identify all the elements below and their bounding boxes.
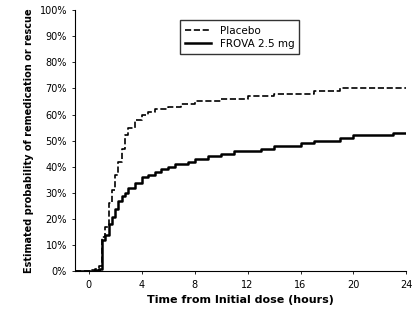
Placebo [351,86,356,90]
Placebo [404,86,409,90]
FROVA 2.5 mg [106,222,111,226]
FROVA 2.5 mg [90,269,95,273]
FROVA 2.5 mg [258,147,263,151]
FROVA 2.5 mg [159,167,164,171]
Placebo [153,107,158,111]
Placebo [122,133,127,137]
Y-axis label: Estimated probability of remedication or rescue: Estimated probability of remedication or… [24,8,34,273]
Line: FROVA 2.5 mg: FROVA 2.5 mg [75,133,406,271]
FROVA 2.5 mg [119,194,124,198]
FROVA 2.5 mg [391,131,396,135]
Placebo [109,188,114,192]
FROVA 2.5 mg [86,269,91,273]
FROVA 2.5 mg [285,144,290,148]
FROVA 2.5 mg [113,207,118,211]
FROVA 2.5 mg [153,170,158,174]
Placebo [179,102,184,106]
Placebo [378,86,383,90]
FROVA 2.5 mg [73,269,78,273]
Placebo [364,86,369,90]
Placebo [159,107,164,111]
Line: Placebo: Placebo [75,88,406,271]
FROVA 2.5 mg [172,162,177,166]
Placebo [139,113,144,117]
Placebo [298,92,303,96]
Placebo [245,94,250,98]
FROVA 2.5 mg [298,141,303,145]
FROVA 2.5 mg [146,173,151,177]
FROVA 2.5 mg [139,175,144,179]
Placebo [324,89,329,93]
Placebo [311,89,316,93]
Legend: Placebo, FROVA 2.5 mg: Placebo, FROVA 2.5 mg [180,21,299,54]
Placebo [90,268,95,272]
Placebo [166,105,171,109]
FROVA 2.5 mg [126,186,131,190]
FROVA 2.5 mg [132,180,137,184]
Placebo [86,269,91,273]
Placebo [338,86,343,90]
FROVA 2.5 mg [166,165,171,169]
FROVA 2.5 mg [179,162,184,166]
Placebo [146,110,151,114]
Placebo [99,235,104,239]
FROVA 2.5 mg [93,268,98,272]
Placebo [219,97,224,101]
Placebo [106,202,111,206]
FROVA 2.5 mg [109,214,114,218]
Placebo [272,92,277,96]
Placebo [172,105,177,109]
Placebo [73,269,78,273]
Placebo [119,147,124,151]
FROVA 2.5 mg [103,233,108,237]
Placebo [205,99,210,103]
FROVA 2.5 mg [378,133,383,137]
FROVA 2.5 mg [364,133,369,137]
FROVA 2.5 mg [205,154,210,158]
FROVA 2.5 mg [351,133,356,137]
FROVA 2.5 mg [324,139,329,143]
FROVA 2.5 mg [311,139,316,143]
Placebo [132,118,137,122]
Placebo [96,264,101,268]
FROVA 2.5 mg [186,160,191,164]
X-axis label: Time from Initial dose (hours): Time from Initial dose (hours) [147,295,334,305]
FROVA 2.5 mg [245,149,250,153]
Placebo [285,92,290,96]
FROVA 2.5 mg [122,191,127,195]
Placebo [126,126,131,130]
FROVA 2.5 mg [338,136,343,140]
Placebo [103,225,108,229]
FROVA 2.5 mg [232,149,237,153]
Placebo [93,267,98,271]
FROVA 2.5 mg [272,144,277,148]
Placebo [113,173,118,177]
FROVA 2.5 mg [116,199,121,203]
Placebo [192,99,197,103]
Placebo [258,94,263,98]
Placebo [391,86,396,90]
FROVA 2.5 mg [96,267,101,271]
FROVA 2.5 mg [99,238,104,242]
FROVA 2.5 mg [404,131,409,135]
Placebo [116,160,121,164]
Placebo [232,97,237,101]
FROVA 2.5 mg [192,157,197,161]
FROVA 2.5 mg [219,152,224,156]
Placebo [186,102,191,106]
